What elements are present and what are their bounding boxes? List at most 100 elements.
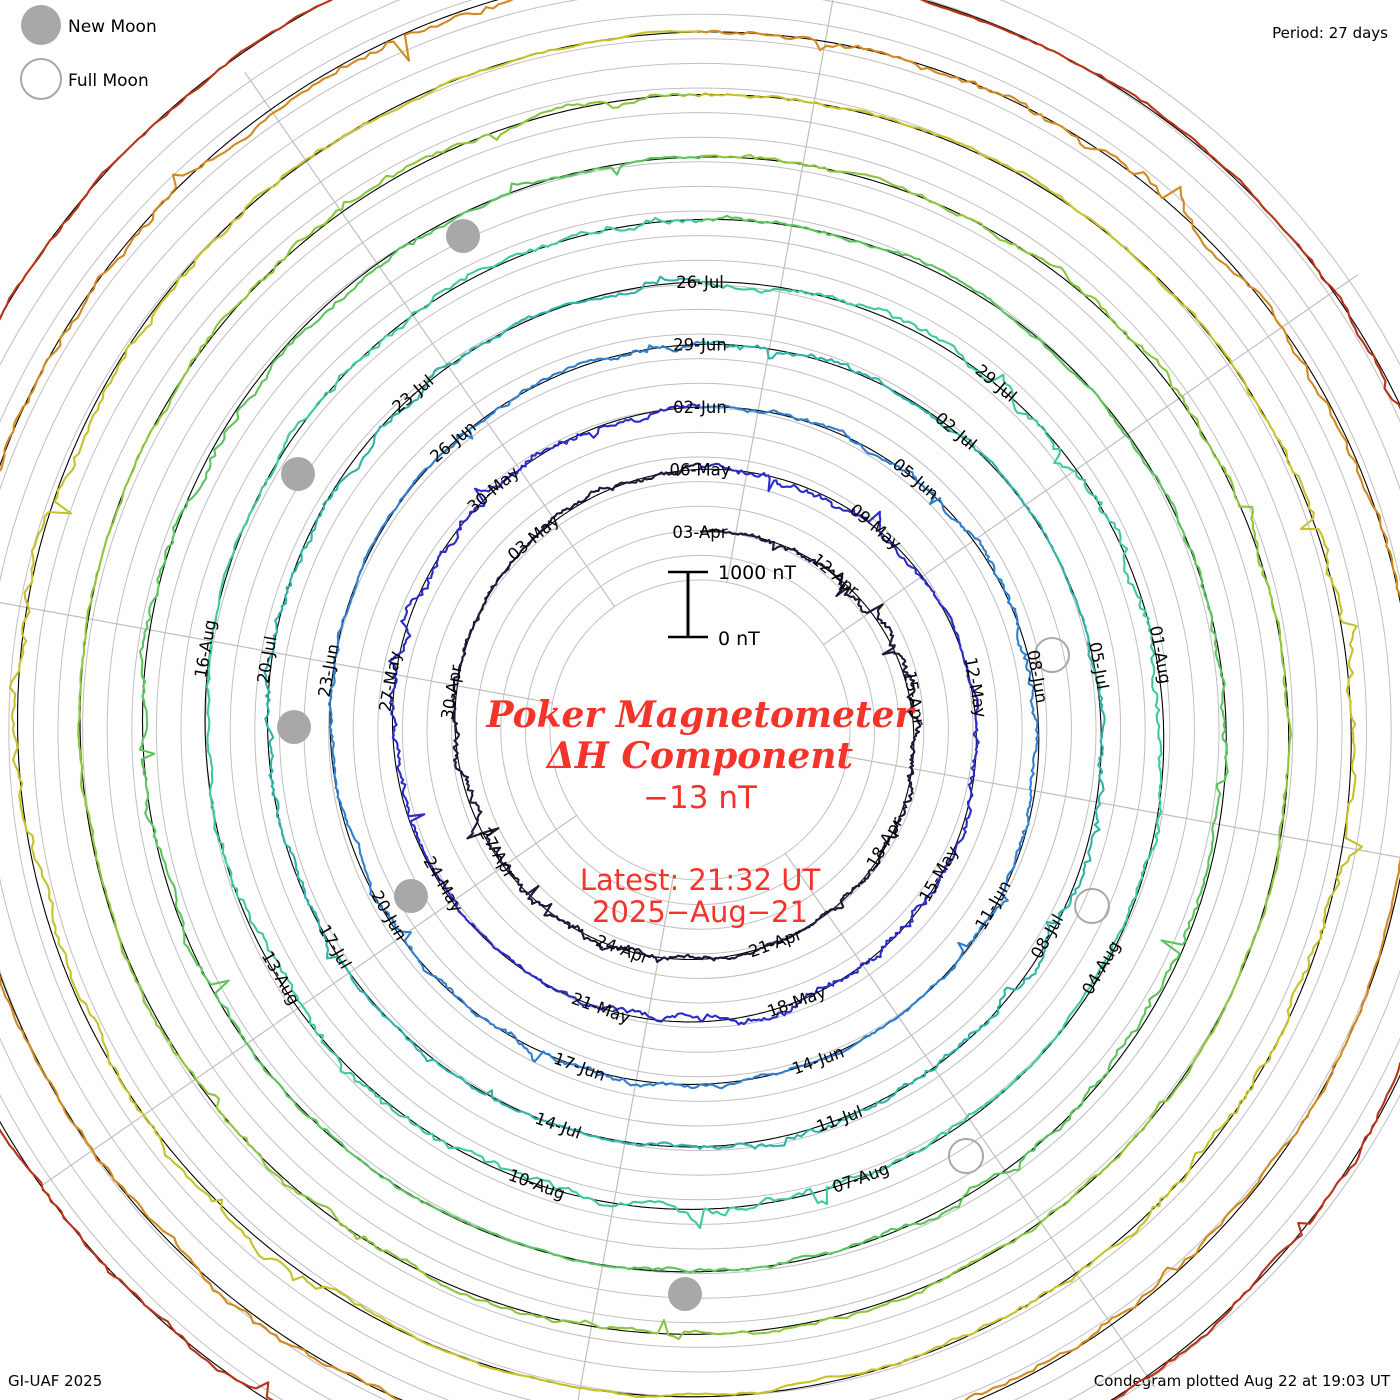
- magnetometer-trace: [263, 275, 1106, 1150]
- grid-spoke: [0, 602, 553, 704]
- spiral-date-label: 07-Aug: [830, 1159, 892, 1197]
- spiral-date-label: 16-Aug: [191, 618, 220, 679]
- spiral-date-label: 12-May: [961, 656, 990, 720]
- legend-full-moon-label: Full Moon: [68, 71, 149, 91]
- moon-markers: [277, 219, 1110, 1311]
- spiral-date-label: 02-Jun: [673, 398, 727, 417]
- spiral-date-label: 29-Jun: [673, 336, 727, 355]
- spiral-date-label: 18-Apr: [863, 814, 907, 871]
- grid-ring: [180, 210, 1220, 1250]
- spiral-date-label: 27-May: [376, 649, 405, 713]
- legend-new-moon-label: New Moon: [68, 17, 157, 37]
- center-title-line1: Poker Magnetometer: [485, 694, 916, 736]
- spiral-date-label: 08-Jul: [1027, 911, 1067, 962]
- spiral-date-label: 21-May: [569, 989, 633, 1028]
- spiral-date-label: 17-Jun: [551, 1049, 608, 1085]
- magnetometer-trace: [8, 29, 1364, 1399]
- period-label: Period: 27 days: [1272, 24, 1388, 42]
- grid-ring: [549, 579, 851, 881]
- grid-spoke: [822, 274, 1359, 646]
- spiral-date-label: 14-Jun: [790, 1042, 847, 1078]
- spiral-date-label: 12-Apr: [808, 550, 863, 600]
- scale-bar: 1000 nT 0 nT: [668, 562, 796, 650]
- spiral-date-label: 24-May: [420, 853, 467, 916]
- legend-icons: [20, 5, 62, 100]
- magnetometer-trace: [138, 155, 1229, 1274]
- spiral-baseline: [141, 156, 1227, 1273]
- new-moon-marker: [277, 710, 311, 744]
- grid-ring: [106, 136, 1294, 1324]
- grid-ring: [426, 456, 974, 1004]
- magnetometer-trace: [327, 340, 1040, 1090]
- grid-ring: [352, 382, 1048, 1078]
- spiral-date-label: 10-Aug: [506, 1165, 568, 1203]
- spiral-date-label: 08-Jun: [1023, 648, 1051, 704]
- grid-ring: [401, 431, 999, 1029]
- grid-ring: [475, 505, 925, 955]
- spiral-date-label: 13-Aug: [258, 948, 304, 1008]
- center-title-line2: ΔH Component: [545, 735, 854, 777]
- center-latest-date: 2025−Aug−21: [592, 895, 808, 929]
- spiral-date-label: 04-Aug: [1078, 937, 1124, 997]
- spiral-date-label: 21-Apr: [746, 925, 805, 962]
- spiral-date-label: 17-Jul: [315, 921, 355, 972]
- grid-ring: [500, 530, 900, 930]
- grid-ring: [451, 481, 949, 979]
- grid-spoke: [726, 0, 834, 583]
- spiral-date-label: 03-Apr: [672, 523, 727, 542]
- grid-ring: [82, 112, 1318, 1348]
- spiral-date-label: 23-Jul: [389, 371, 438, 416]
- center-latest-time: Latest: 21:32 UT: [580, 863, 821, 897]
- full-moon-marker: [1034, 637, 1070, 673]
- scale-top-label: 1000 nT: [718, 562, 796, 584]
- spiral-date-label: 24-Apr: [593, 931, 652, 968]
- credit-right: Condegram plotted Aug 22 at 19:03 UT: [1093, 1372, 1390, 1390]
- credit-left: GI-UAF 2025: [8, 1372, 103, 1390]
- magnetometer-trace: [451, 462, 922, 963]
- new-moon-marker: [394, 879, 428, 913]
- spiral-date-label: 11-Jun: [971, 877, 1014, 933]
- new-moon-marker: [446, 219, 480, 253]
- spiral-date-label: 20-Jul: [254, 634, 281, 684]
- magnetometer-trace: [205, 216, 1163, 1230]
- spiral-date-label: 03-May: [504, 511, 563, 565]
- spiral-date-label: 26-Jun: [427, 417, 480, 466]
- new-moon-marker: [281, 457, 315, 491]
- spiral-date-label: 26-Jul: [676, 273, 724, 292]
- grid-spoke: [577, 877, 674, 1400]
- spiral-date-label: 15-May: [915, 843, 962, 906]
- spiral-date-label: 05-Jun: [889, 454, 942, 503]
- grid-spoke: [847, 756, 1400, 858]
- new-moon-marker: [668, 1277, 702, 1311]
- full-moon-icon: [20, 58, 62, 100]
- full-moon-marker: [1074, 888, 1110, 924]
- grid-ring: [254, 284, 1146, 1176]
- spiral-date-label: 06-May: [669, 461, 730, 480]
- spiral-date-label: 02-Jul: [931, 409, 980, 454]
- grid-ring: [328, 358, 1072, 1102]
- spiral-date-label: 18-May: [765, 982, 829, 1021]
- center-value: −13 nT: [643, 780, 758, 816]
- grid-ring: [8, 38, 1392, 1400]
- magnetometer-trace: [388, 403, 980, 1026]
- spiral-date-label: 14-Jul: [532, 1109, 583, 1143]
- new-moon-icon: [21, 5, 61, 45]
- grid-spoke: [41, 814, 578, 1186]
- magnetometer-trace: [77, 93, 1293, 1341]
- full-moon-marker: [948, 1138, 984, 1174]
- grid-ring: [0, 13, 1400, 1400]
- grid-ring: [229, 259, 1171, 1201]
- spiral-date-label: 01-Aug: [1146, 624, 1175, 685]
- scale-bottom-label: 0 nT: [718, 628, 760, 650]
- spiral-date-label: 23-Jun: [315, 642, 343, 698]
- spiral-date-label: 30-Apr: [438, 663, 466, 721]
- spiral-date-label: 05-Jul: [1085, 640, 1112, 690]
- grid-ring: [57, 87, 1343, 1373]
- grid-spoke: [784, 852, 1156, 1389]
